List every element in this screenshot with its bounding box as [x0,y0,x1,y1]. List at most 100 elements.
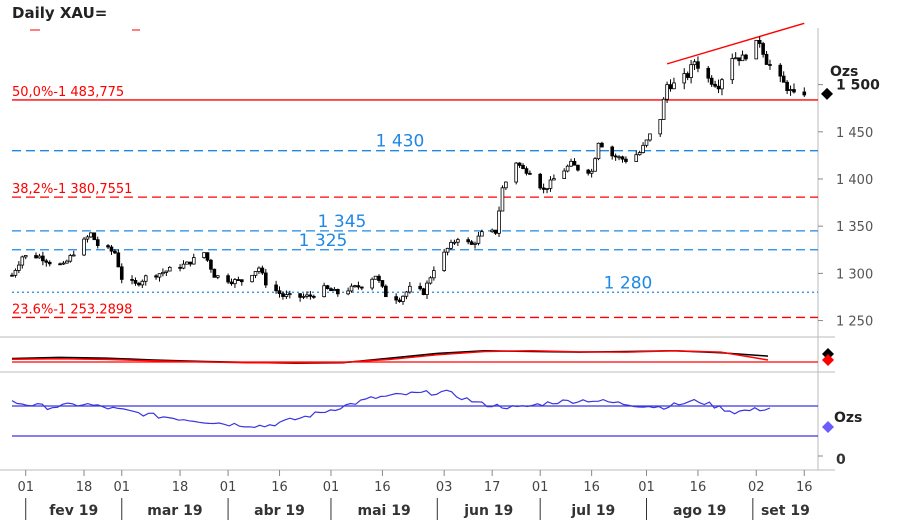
candle-body [528,172,532,175]
candle-body [586,169,591,174]
candle-body [370,278,374,289]
candle-body [404,291,409,297]
level-label: 1 345 [318,212,367,232]
candle-body [260,267,265,274]
candle-body [685,73,690,78]
month-label: abr 19 [254,503,305,519]
x-tick-label: 01 [323,480,340,495]
candle-body [425,282,429,295]
candle-body [500,187,505,212]
indicator1-line [11,350,769,364]
candle-body [493,229,498,234]
candle-body [106,245,110,248]
candle-body [373,275,378,280]
month-label: ago 19 [673,503,726,519]
x-tick-label: 01 [532,480,549,495]
candle-body [689,64,693,78]
candle-body [92,232,97,241]
candle-body [706,67,711,79]
candle-body [445,247,450,253]
candle-body [61,262,66,265]
candle-body [250,274,254,283]
candle-body [720,79,724,90]
price-axis-unit: Ozs [830,64,858,80]
candle-body [116,252,121,268]
candle-body [644,139,649,146]
candle-body [274,284,278,292]
candle-body [757,39,762,44]
candle-body [733,57,738,60]
candle-body [284,294,289,297]
y-tick-label: 1 450 [836,126,873,141]
candle-body [37,255,42,259]
candle-body [600,142,604,148]
candle-body [215,275,220,278]
candle-body [504,181,508,189]
candle-body [349,285,354,292]
y-tick-label: 1 400 [836,173,873,188]
candle-body [418,285,422,290]
candle-body [85,236,90,240]
candle-body [754,39,759,60]
candle-body [346,290,350,295]
candle-body [281,293,285,297]
y-tick-label: 1 300 [836,267,873,282]
candle-body [696,61,700,69]
x-tick-label: 01 [220,480,237,495]
candle-body [744,54,748,60]
candle-body [521,164,525,170]
indicator-panels [11,348,834,437]
candle-body [143,275,148,282]
candle-body [47,261,52,265]
candle-body [301,295,306,298]
candle-body [308,294,313,297]
candle-body [788,89,793,91]
candle-body [421,288,426,295]
candle-body [569,160,573,167]
candle-body [682,73,687,84]
candle-body [236,279,241,281]
candle-body [13,270,18,276]
candle-body [778,64,783,77]
candle-body [545,188,549,190]
candle-body [452,241,457,244]
level-label: 23.6%-1 253.2898 [12,302,132,317]
candle-body [58,263,62,266]
candle-body [133,279,138,284]
resistance-trendline [666,22,805,65]
panel-frames [0,28,835,471]
x-tick-label: 16 [690,480,707,495]
candle-body [329,288,333,292]
candle-body [209,259,213,270]
candle-body [562,170,566,180]
candle-body [188,261,193,265]
candle-body [20,256,25,266]
candle-body [68,255,73,262]
candle-body [737,57,741,62]
candle-body [226,275,230,283]
candle-body [185,261,189,265]
candle-body [71,254,76,257]
indicator1-diamond-red [822,354,834,366]
candle-body [353,285,357,288]
candle-body [336,289,340,295]
candle-body [205,252,210,261]
candle-body [119,266,124,280]
candle-body [298,293,302,298]
candle-body [541,187,546,190]
candle-body [672,82,676,90]
candle-body [576,164,580,171]
candle-body [17,264,21,271]
candle-body [624,158,628,162]
candle-body [322,285,326,298]
candle-body [648,133,652,141]
candle-body [565,165,570,172]
candle-body [233,279,237,285]
candle-body [637,152,642,156]
sub-axis-zero: 0 [836,452,846,468]
candle-body [692,61,697,66]
candle-body [239,279,244,283]
candle-body [469,241,474,245]
